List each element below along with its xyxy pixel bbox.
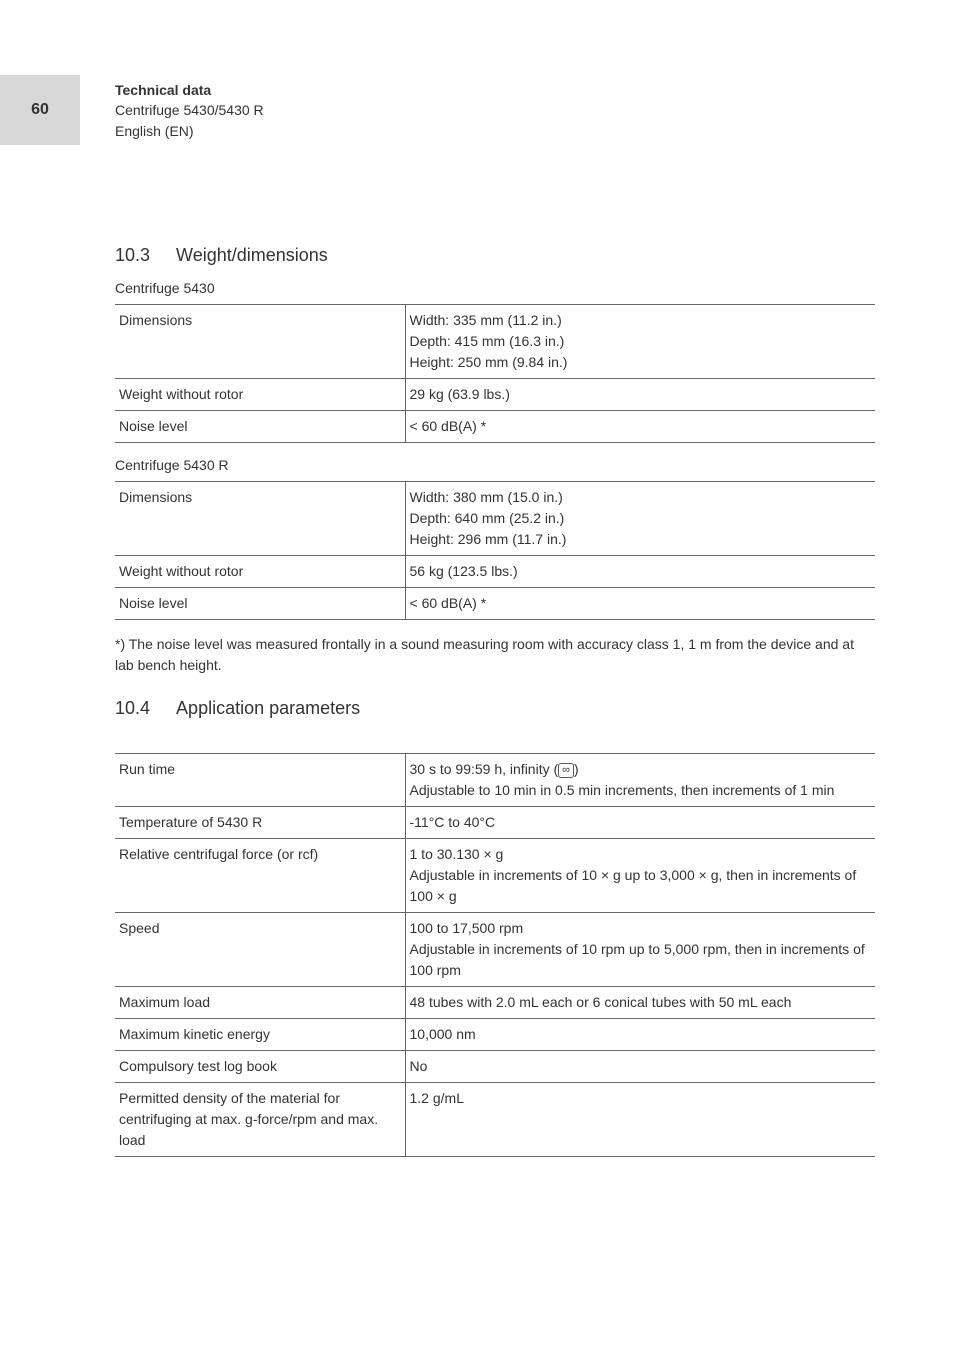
header-language: English (EN) [115, 121, 264, 141]
table-row: Maximum kinetic energy 10,000 nm [115, 1019, 875, 1051]
table-row: Permitted density of the material for ce… [115, 1083, 875, 1157]
cell-label: Compulsory test log book [115, 1051, 405, 1083]
section-103-title: Weight/dimensions [176, 245, 328, 265]
section-104-title: Application parameters [176, 698, 360, 718]
header-product: Centrifuge 5430/5430 R [115, 100, 264, 120]
cell-value: < 60 dB(A) * [405, 411, 875, 443]
cell-value: 1.2 g/mL [405, 1083, 875, 1157]
cell-label: Temperature of 5430 R [115, 807, 405, 839]
table-row: Maximum load 48 tubes with 2.0 mL each o… [115, 987, 875, 1019]
subtitle-5430: Centrifuge 5430 [115, 280, 875, 296]
cell-value: 29 kg (63.9 lbs.) [405, 379, 875, 411]
cell-label: Maximum load [115, 987, 405, 1019]
table-row: Relative centrifugal force (or rcf) 1 to… [115, 839, 875, 913]
page-header: Technical data Centrifuge 5430/5430 R En… [115, 80, 264, 141]
page-number: 60 [31, 101, 49, 119]
subtitle-5430r: Centrifuge 5430 R [115, 457, 875, 473]
cell-label: Noise level [115, 411, 405, 443]
table-5430r: Dimensions Width: 380 mm (15.0 in.) Dept… [115, 481, 875, 620]
cell-value: Width: 380 mm (15.0 in.) Depth: 640 mm (… [405, 482, 875, 556]
table-row: Run time 30 s to 99:59 h, infinity (∞) A… [115, 754, 875, 807]
cell-label: Dimensions [115, 482, 405, 556]
cell-value: < 60 dB(A) * [405, 588, 875, 620]
section-104-number: 10.4 [115, 698, 150, 719]
cell-value: No [405, 1051, 875, 1083]
cell-label: Weight without rotor [115, 556, 405, 588]
cell-value: -11°C to 40°C [405, 807, 875, 839]
cell-label: Relative centrifugal force (or rcf) [115, 839, 405, 913]
table-row: Noise level < 60 dB(A) * [115, 588, 875, 620]
table-row: Temperature of 5430 R -11°C to 40°C [115, 807, 875, 839]
header-title: Technical data [115, 80, 264, 100]
cell-value: 10,000 nm [405, 1019, 875, 1051]
cell-label: Weight without rotor [115, 379, 405, 411]
cell-value: 1 to 30.130 × g Adjustable in increments… [405, 839, 875, 913]
page-number-tab: 60 [0, 75, 80, 145]
cell-label: Noise level [115, 588, 405, 620]
cell-value: 30 s to 99:59 h, infinity (∞) Adjustable… [405, 754, 875, 807]
table-row: Dimensions Width: 335 mm (11.2 in.) Dept… [115, 305, 875, 379]
cell-label: Maximum kinetic energy [115, 1019, 405, 1051]
section-104-heading: 10.4 Application parameters [115, 698, 875, 719]
cell-label: Speed [115, 913, 405, 987]
cell-value: 100 to 17,500 rpm Adjustable in incremen… [405, 913, 875, 987]
cell-value: Width: 335 mm (11.2 in.) Depth: 415 mm (… [405, 305, 875, 379]
table-row: Weight without rotor 29 kg (63.9 lbs.) [115, 379, 875, 411]
cell-value: 56 kg (123.5 lbs.) [405, 556, 875, 588]
section-103-number: 10.3 [115, 245, 150, 266]
table-row: Dimensions Width: 380 mm (15.0 in.) Dept… [115, 482, 875, 556]
cell-label: Permitted density of the material for ce… [115, 1083, 405, 1157]
cell-label: Run time [115, 754, 405, 807]
table-row: Compulsory test log book No [115, 1051, 875, 1083]
table-row: Noise level < 60 dB(A) * [115, 411, 875, 443]
cell-label: Dimensions [115, 305, 405, 379]
footnote-noise: *) The noise level was measured frontall… [115, 634, 875, 676]
section-103-heading: 10.3 Weight/dimensions [115, 245, 875, 266]
cell-value: 48 tubes with 2.0 mL each or 6 conical t… [405, 987, 875, 1019]
infinity-icon: ∞ [558, 763, 574, 778]
table-row: Speed 100 to 17,500 rpm Adjustable in in… [115, 913, 875, 987]
table-application-params: Run time 30 s to 99:59 h, infinity (∞) A… [115, 753, 875, 1157]
table-5430: Dimensions Width: 335 mm (11.2 in.) Dept… [115, 304, 875, 443]
table-row: Weight without rotor 56 kg (123.5 lbs.) [115, 556, 875, 588]
main-content: 10.3 Weight/dimensions Centrifuge 5430 Di… [115, 245, 875, 1171]
